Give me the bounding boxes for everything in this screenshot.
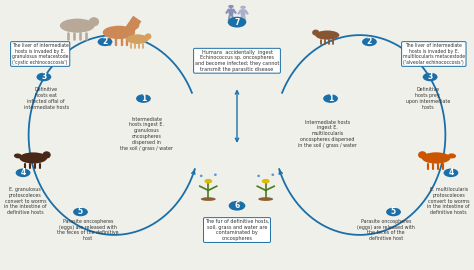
Circle shape <box>240 6 246 9</box>
Ellipse shape <box>312 30 319 36</box>
Ellipse shape <box>19 152 47 164</box>
Text: 1: 1 <box>141 94 146 103</box>
Circle shape <box>262 179 270 184</box>
Text: 4: 4 <box>448 168 454 177</box>
Text: Humans  accidentally  ingest
Echinococcus sp. oncospheres
and become infected; t: Humans accidentally ingest Echinococcus … <box>195 50 279 72</box>
Text: 3: 3 <box>41 72 46 82</box>
Ellipse shape <box>240 9 246 17</box>
Circle shape <box>16 168 30 177</box>
Ellipse shape <box>228 8 234 16</box>
Ellipse shape <box>422 152 450 164</box>
Text: The liver of intermediate
hosts is invaded by E.
multilocularis metacestode
('al: The liver of intermediate hosts is invad… <box>403 43 465 65</box>
Ellipse shape <box>129 21 139 29</box>
Text: The fur of definitive hosts,
soil, grass and water are
contaminated by
oncospher: The fur of definitive hosts, soil, grass… <box>205 219 269 241</box>
Circle shape <box>386 208 401 216</box>
Circle shape <box>36 73 51 81</box>
Text: Definitive
hosts prey
upon intermediate
hosts: Definitive hosts prey upon intermediate … <box>406 87 450 110</box>
Text: E. granulosus
protoscoleces
convert to worms
in the intestine of
definitive host: E. granulosus protoscoleces convert to w… <box>4 187 46 215</box>
Text: The liver of intermediate
hosts is invaded by E.
granulosus metacestode
('cystic: The liver of intermediate hosts is invad… <box>12 43 69 65</box>
Ellipse shape <box>145 33 151 40</box>
Text: Parasite oncospheres
(eggs) are released with
the feces of the definitive
host: Parasite oncospheres (eggs) are released… <box>57 219 118 241</box>
Circle shape <box>204 179 212 184</box>
Ellipse shape <box>272 174 274 176</box>
Text: 6: 6 <box>234 201 240 210</box>
Text: 2: 2 <box>102 37 108 46</box>
Text: Definitive
hosts eat
infected offal of
intermediate hosts: Definitive hosts eat infected offal of i… <box>24 87 69 110</box>
Ellipse shape <box>14 153 22 158</box>
Text: Intermediate hosts
ingest E.
multilocularis
oncospheres dispersed
in the soil / : Intermediate hosts ingest E. multilocula… <box>298 120 356 148</box>
Ellipse shape <box>214 174 217 176</box>
Text: 5: 5 <box>391 207 396 217</box>
Text: 4: 4 <box>20 168 26 177</box>
Ellipse shape <box>315 31 339 40</box>
Ellipse shape <box>257 175 260 177</box>
Circle shape <box>136 94 151 103</box>
Circle shape <box>323 94 338 103</box>
Ellipse shape <box>103 26 135 39</box>
Circle shape <box>228 201 246 211</box>
Text: 5: 5 <box>78 207 83 217</box>
Ellipse shape <box>89 17 99 26</box>
Circle shape <box>228 5 234 8</box>
Ellipse shape <box>42 151 51 158</box>
Text: E. multilocularis
protoscoleces
convert to worms
in the intestine of
definitive : E. multilocularis protoscoleces convert … <box>428 187 470 215</box>
Circle shape <box>444 168 458 177</box>
Ellipse shape <box>201 197 216 201</box>
Ellipse shape <box>258 197 273 201</box>
Circle shape <box>228 17 246 28</box>
Text: Parasite oncospheres
(eggs) are released with
the feces of the
definitive host: Parasite oncospheres (eggs) are released… <box>357 219 415 241</box>
Text: 2: 2 <box>367 37 372 46</box>
Text: Intermediate
hosts ingest E.
granulosus
oncospheres
dispersed in
the soil / gras: Intermediate hosts ingest E. granulosus … <box>120 117 173 151</box>
Text: 1: 1 <box>328 94 333 103</box>
Ellipse shape <box>200 175 202 177</box>
Ellipse shape <box>418 151 427 158</box>
Circle shape <box>73 208 88 216</box>
Text: 3: 3 <box>428 72 433 82</box>
Ellipse shape <box>126 34 148 44</box>
Circle shape <box>98 38 112 46</box>
Ellipse shape <box>448 153 456 158</box>
Text: 7: 7 <box>234 18 240 27</box>
Circle shape <box>423 73 438 81</box>
Circle shape <box>362 38 377 46</box>
Ellipse shape <box>60 19 95 33</box>
